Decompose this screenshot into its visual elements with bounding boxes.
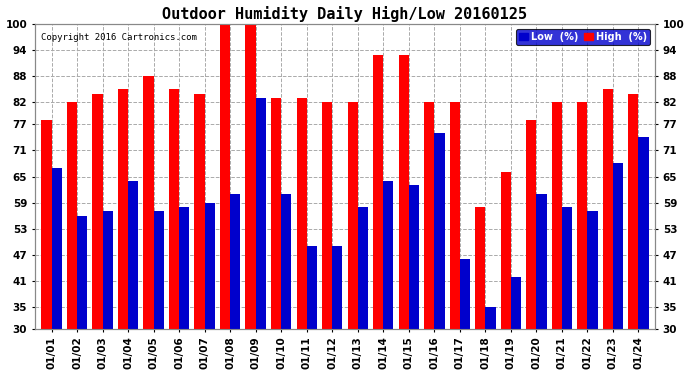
Bar (322, 102, 333, 329)
Legend: Low  (%), High  (%): Low (%), High (%) (515, 29, 650, 45)
Bar (399, 55, 408, 329)
Bar (77, 216, 87, 329)
Bar (67, 102, 77, 329)
Bar (629, 94, 638, 329)
Bar (613, 164, 623, 329)
Bar (460, 259, 470, 329)
Bar (179, 207, 189, 329)
Bar (552, 102, 562, 329)
Bar (408, 185, 419, 329)
Bar (246, 24, 256, 329)
Bar (485, 307, 495, 329)
Bar (195, 94, 205, 329)
Bar (118, 89, 128, 329)
Bar (333, 246, 342, 329)
Bar (41, 120, 52, 329)
Bar (511, 277, 521, 329)
Bar (348, 102, 357, 329)
Bar (282, 194, 291, 329)
Bar (450, 102, 460, 329)
Bar (638, 137, 649, 329)
Bar (587, 211, 598, 329)
Bar (297, 98, 307, 329)
Bar (357, 207, 368, 329)
Bar (103, 211, 112, 329)
Bar (501, 172, 511, 329)
Bar (52, 168, 61, 329)
Bar (383, 181, 393, 329)
Bar (230, 194, 240, 329)
Bar (603, 89, 613, 329)
Bar (475, 207, 485, 329)
Bar (424, 102, 434, 329)
Bar (578, 102, 587, 329)
Bar (271, 98, 282, 329)
Bar (128, 181, 138, 329)
Bar (307, 246, 317, 329)
Bar (373, 55, 383, 329)
Bar (169, 89, 179, 329)
Bar (144, 76, 154, 329)
Bar (92, 94, 103, 329)
Bar (536, 194, 546, 329)
Bar (154, 211, 164, 329)
Bar (220, 24, 230, 329)
Title: Outdoor Humidity Daily High/Low 20160125: Outdoor Humidity Daily High/Low 20160125 (163, 6, 527, 21)
Bar (256, 98, 266, 329)
Bar (562, 207, 572, 329)
Text: Copyright 2016 Cartronics.com: Copyright 2016 Cartronics.com (41, 33, 197, 42)
Bar (434, 133, 444, 329)
Bar (205, 202, 215, 329)
Bar (526, 120, 536, 329)
